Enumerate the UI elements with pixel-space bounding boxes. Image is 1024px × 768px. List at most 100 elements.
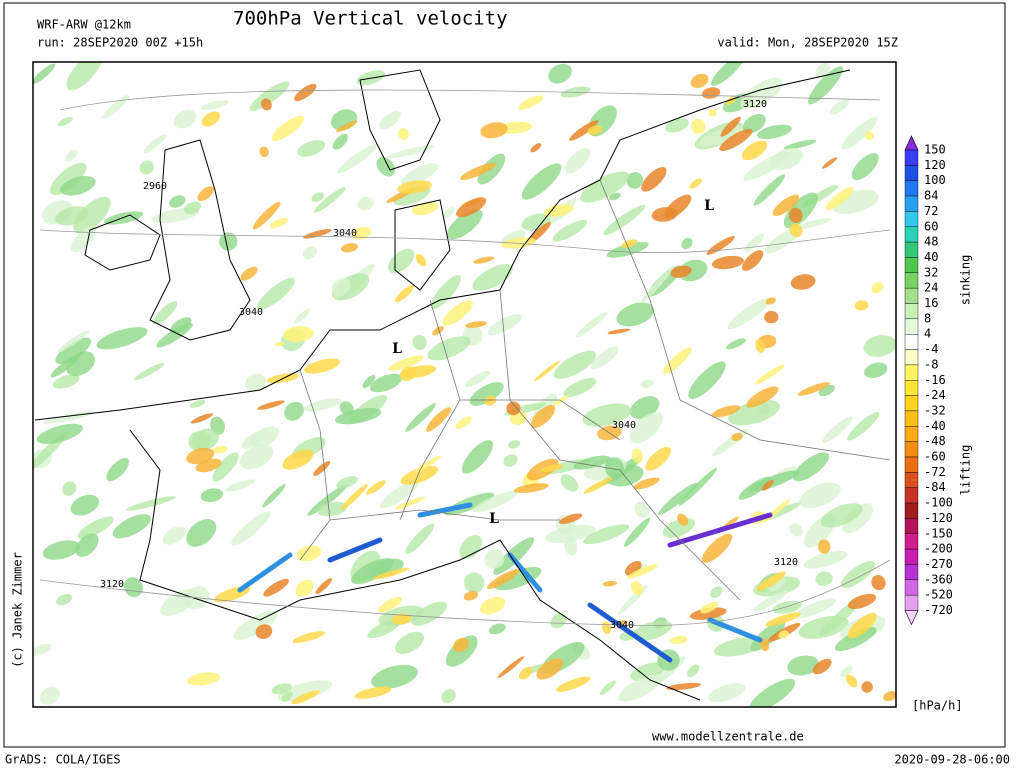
field-patch bbox=[815, 571, 833, 586]
colorbar-label: -120 bbox=[924, 511, 953, 525]
field-patch bbox=[256, 277, 295, 310]
field-patch bbox=[552, 219, 588, 242]
colorbar-label: 4 bbox=[924, 327, 931, 341]
field-patch bbox=[190, 413, 214, 424]
field-patch bbox=[480, 122, 508, 139]
field-patch bbox=[687, 664, 700, 678]
field-patch bbox=[315, 578, 333, 595]
colorbar-label: -84 bbox=[924, 480, 946, 494]
low-marker: L bbox=[704, 198, 714, 214]
field-patch bbox=[391, 613, 412, 625]
field-patch bbox=[296, 545, 322, 562]
field-patch bbox=[749, 678, 796, 707]
field-patch bbox=[366, 480, 386, 495]
field-patch bbox=[783, 139, 817, 150]
field-patch bbox=[669, 636, 688, 645]
website: www.modellzentrale.de bbox=[652, 730, 804, 744]
field-patch bbox=[863, 362, 888, 379]
field-patch bbox=[602, 580, 618, 587]
field-patch bbox=[681, 237, 693, 250]
field-patch bbox=[464, 370, 491, 388]
field-patch bbox=[462, 440, 493, 474]
colorbar-band bbox=[904, 380, 919, 396]
field-patch bbox=[573, 455, 611, 470]
field-patch bbox=[162, 526, 186, 545]
field-patch bbox=[807, 66, 844, 105]
field-patch bbox=[463, 590, 478, 601]
timestamp: 2020-09-28-06:00 bbox=[894, 753, 1010, 767]
field-patch bbox=[271, 683, 292, 695]
contour-label: 3040 bbox=[610, 620, 634, 631]
field-patch bbox=[582, 403, 632, 427]
field-patch bbox=[456, 197, 487, 218]
low-marker: L bbox=[489, 511, 499, 527]
field-patch bbox=[871, 282, 884, 294]
field-patch bbox=[871, 575, 886, 591]
field-patch bbox=[415, 253, 427, 267]
field-patch bbox=[200, 100, 229, 110]
field-patch bbox=[689, 607, 727, 620]
field-patch bbox=[665, 118, 689, 133]
field-patch bbox=[719, 129, 753, 152]
field-patch bbox=[789, 523, 803, 537]
field-patch bbox=[579, 171, 630, 203]
field-patch bbox=[641, 166, 667, 192]
field-patch bbox=[793, 218, 832, 230]
field-patch bbox=[351, 558, 394, 585]
field-patch bbox=[313, 187, 346, 213]
colorbar-label: -40 bbox=[924, 419, 946, 433]
field-patch bbox=[66, 62, 103, 91]
colorbar-band bbox=[904, 456, 919, 473]
field-patch bbox=[252, 201, 281, 230]
field-patch bbox=[757, 124, 792, 140]
field-patch bbox=[799, 482, 841, 509]
field-patch bbox=[761, 480, 774, 491]
field-patch bbox=[480, 596, 506, 615]
field-patch bbox=[708, 108, 717, 117]
field-patch bbox=[487, 314, 522, 336]
field-patch bbox=[465, 321, 487, 328]
field-patch bbox=[803, 550, 848, 569]
field-patch bbox=[630, 662, 665, 682]
field-patch bbox=[604, 457, 624, 479]
field-streak bbox=[417, 502, 473, 518]
field-patch bbox=[690, 118, 706, 134]
field-patch bbox=[627, 564, 658, 579]
field-patch bbox=[446, 209, 483, 240]
field-streak bbox=[707, 617, 763, 643]
field-patch bbox=[245, 373, 267, 393]
field-patch bbox=[201, 111, 221, 127]
field-patch bbox=[56, 593, 73, 606]
field-patch bbox=[530, 405, 556, 428]
field-patch bbox=[621, 239, 638, 248]
colorbar-band bbox=[904, 149, 919, 166]
field-patch bbox=[731, 432, 743, 442]
field-patch bbox=[640, 379, 654, 388]
field-patch bbox=[294, 83, 317, 102]
field-patch bbox=[666, 682, 702, 691]
field-patch bbox=[608, 192, 621, 201]
field-patch bbox=[484, 549, 505, 569]
field-patch bbox=[494, 566, 542, 591]
field-patch bbox=[388, 355, 424, 371]
field-patch bbox=[269, 217, 289, 229]
field-patch bbox=[459, 162, 496, 181]
field-patch bbox=[497, 656, 525, 679]
field-patch bbox=[764, 310, 779, 324]
colorbar-label: -32 bbox=[924, 403, 946, 417]
field-patch bbox=[331, 277, 351, 297]
colorbar-band bbox=[904, 472, 919, 488]
contour-label: 3120 bbox=[743, 99, 767, 110]
colorbar-band bbox=[904, 180, 919, 197]
field-patch bbox=[427, 336, 471, 361]
field-patch bbox=[274, 341, 286, 347]
field-patch bbox=[271, 115, 305, 142]
field-patch bbox=[212, 452, 239, 482]
field-patch bbox=[304, 358, 341, 374]
field-patch bbox=[765, 297, 776, 305]
colorbar-label: -60 bbox=[924, 450, 946, 464]
field-patch bbox=[670, 265, 692, 278]
field-patch bbox=[412, 334, 427, 350]
colorbar-band bbox=[904, 395, 919, 412]
field-patch bbox=[606, 241, 649, 258]
